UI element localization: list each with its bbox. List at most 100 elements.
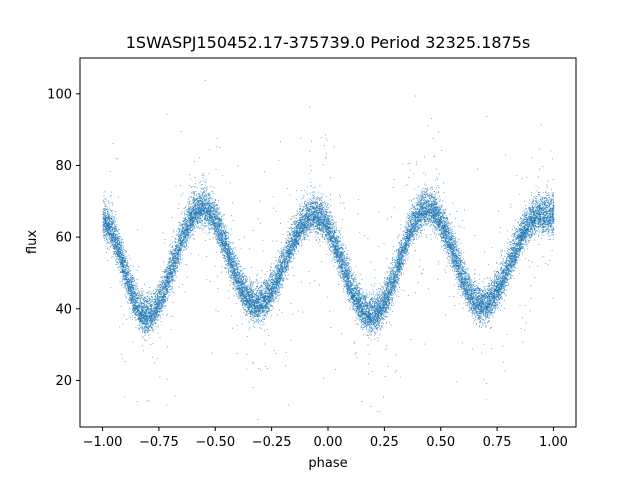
data-point xyxy=(502,264,503,265)
data-point xyxy=(402,245,403,246)
data-point xyxy=(313,187,314,188)
data-point xyxy=(421,222,422,223)
data-point xyxy=(105,231,106,232)
data-point xyxy=(224,252,225,253)
data-point xyxy=(348,301,349,302)
data-point xyxy=(299,208,300,209)
data-point xyxy=(118,233,119,234)
data-point xyxy=(170,253,171,254)
data-point xyxy=(396,370,397,371)
data-point xyxy=(269,310,270,311)
data-point xyxy=(233,254,234,255)
data-point xyxy=(236,260,237,261)
data-point xyxy=(115,255,116,256)
data-point xyxy=(471,312,472,313)
data-point xyxy=(547,186,548,187)
data-point xyxy=(193,234,194,235)
data-point xyxy=(171,268,172,269)
data-point xyxy=(541,124,542,125)
data-point xyxy=(370,329,371,330)
data-point xyxy=(294,258,295,259)
data-point xyxy=(316,232,317,233)
data-point xyxy=(247,278,248,279)
data-point xyxy=(138,302,139,303)
data-point xyxy=(472,297,473,298)
data-point xyxy=(455,244,456,245)
data-point xyxy=(199,220,200,221)
data-point xyxy=(497,302,498,303)
data-point xyxy=(421,194,422,195)
data-point xyxy=(291,232,292,233)
data-point xyxy=(225,261,226,262)
data-point xyxy=(280,255,281,256)
data-point xyxy=(461,270,462,271)
data-point xyxy=(467,270,468,271)
data-point xyxy=(184,215,185,216)
data-point xyxy=(454,271,455,272)
data-point xyxy=(194,227,195,228)
data-point xyxy=(462,342,463,343)
data-point xyxy=(227,247,228,248)
data-point xyxy=(450,233,451,234)
data-point xyxy=(146,340,147,341)
data-point xyxy=(250,316,251,317)
data-point xyxy=(368,338,369,339)
data-point xyxy=(338,240,339,241)
data-point xyxy=(385,376,386,377)
data-point xyxy=(170,260,171,261)
data-point xyxy=(109,215,110,216)
data-point xyxy=(330,211,331,212)
data-point xyxy=(212,205,213,206)
data-point xyxy=(126,297,127,298)
data-point xyxy=(191,231,192,232)
data-point xyxy=(301,190,302,191)
data-point xyxy=(180,228,181,229)
data-point xyxy=(301,242,302,243)
data-point xyxy=(311,211,312,212)
data-point xyxy=(456,211,457,212)
data-point xyxy=(119,260,120,261)
data-point xyxy=(162,271,163,272)
data-point xyxy=(376,332,377,333)
data-point xyxy=(223,238,224,239)
data-point xyxy=(106,238,107,239)
data-point xyxy=(121,240,122,241)
data-point xyxy=(256,320,257,321)
data-point xyxy=(333,255,334,256)
data-point xyxy=(117,258,118,259)
data-point xyxy=(382,317,383,318)
data-point xyxy=(123,276,124,277)
data-point xyxy=(438,233,439,234)
data-point xyxy=(106,199,107,200)
data-point xyxy=(123,243,124,244)
data-point xyxy=(138,295,139,296)
data-point xyxy=(271,263,272,264)
data-point xyxy=(388,305,389,306)
data-point xyxy=(553,200,554,201)
data-point xyxy=(462,274,463,275)
data-point xyxy=(340,234,341,235)
data-point xyxy=(541,238,542,239)
data-point xyxy=(434,222,435,223)
data-point xyxy=(253,363,254,364)
data-point xyxy=(358,309,359,310)
data-point xyxy=(216,235,217,236)
data-point xyxy=(527,223,528,224)
data-point xyxy=(135,312,136,313)
data-point xyxy=(205,80,206,81)
data-point xyxy=(398,274,399,275)
data-point xyxy=(378,246,379,247)
data-point xyxy=(187,222,188,223)
data-point xyxy=(386,279,387,280)
data-point xyxy=(311,200,312,201)
data-point xyxy=(104,201,105,202)
data-point xyxy=(315,193,316,194)
data-point xyxy=(168,270,169,271)
data-point xyxy=(177,248,178,249)
data-point xyxy=(113,220,114,221)
data-point xyxy=(294,253,295,254)
data-point xyxy=(368,335,369,336)
data-point xyxy=(501,274,502,275)
data-point xyxy=(497,268,498,269)
